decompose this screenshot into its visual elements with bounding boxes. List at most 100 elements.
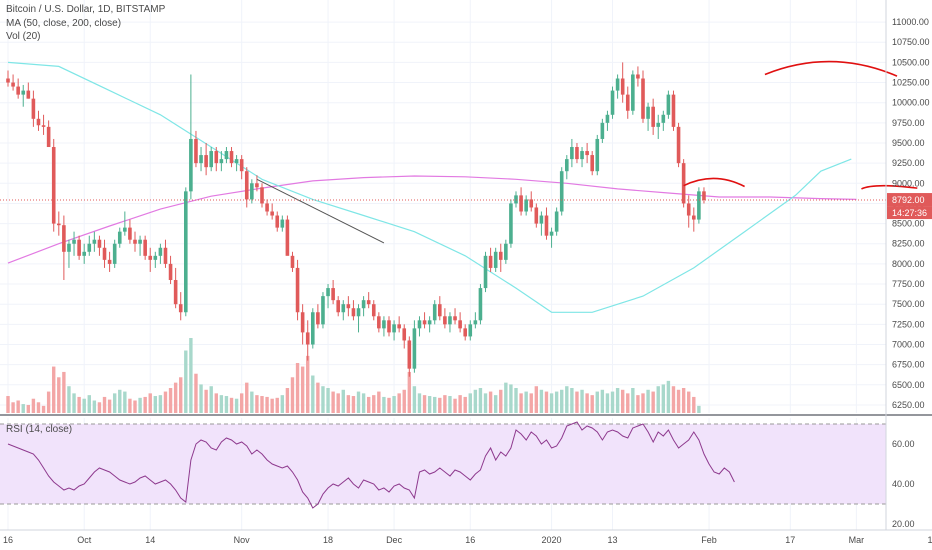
volume-bar: [219, 395, 224, 413]
annotations: [256, 60, 918, 244]
candle-body: [280, 219, 285, 228]
candle-body: [311, 312, 315, 345]
candle-body: [692, 215, 696, 220]
volume-bar: [397, 393, 401, 413]
volume-bar: [499, 389, 503, 413]
volume-bar: [422, 395, 427, 413]
ma200-line: [7, 175, 857, 264]
ma-legend[interactable]: MA (50, close, 200, close): [6, 18, 122, 29]
time-tick-label: 16: [3, 535, 13, 545]
candle-body: [351, 308, 356, 317]
candle-body: [590, 155, 594, 172]
volume-bar: [443, 395, 447, 413]
volume-bar: [16, 400, 20, 413]
ma50-line: [7, 61, 852, 313]
volume-bar: [626, 393, 630, 413]
volume-bar: [311, 375, 315, 413]
candle-body: [651, 106, 655, 127]
candle-body: [92, 239, 97, 244]
time-tick-label: 14: [145, 535, 155, 545]
volume-bar: [163, 391, 168, 413]
price-tick-label: 6500.00: [892, 380, 925, 390]
volume-bar: [87, 395, 91, 413]
volume-bar: [306, 355, 310, 413]
volume-bar: [260, 396, 264, 413]
candle-body: [260, 187, 264, 204]
candle-body: [697, 191, 701, 220]
candle-body: [605, 114, 610, 123]
volume-bar: [366, 396, 371, 413]
candle-body: [641, 78, 645, 119]
candle-body: [402, 328, 407, 341]
rsi-band: [0, 424, 886, 504]
candle-body: [417, 320, 422, 329]
candle-body: [62, 225, 66, 252]
candle-body: [549, 231, 554, 236]
volume-bar: [77, 396, 81, 413]
volume-bar: [468, 393, 472, 413]
volume-bar: [112, 393, 117, 413]
candle-body: [138, 239, 142, 244]
time-tick-label: Oct: [77, 535, 92, 545]
volume-bar: [473, 389, 478, 413]
candle-body: [123, 227, 127, 232]
candle-body: [514, 195, 518, 204]
candle-body: [534, 207, 539, 224]
volume-bar: [661, 384, 666, 413]
candle-body: [158, 247, 163, 256]
candle-body: [77, 239, 81, 256]
candle-body: [346, 304, 351, 309]
candle-body: [321, 296, 325, 325]
price-tick-label: 7250.00: [892, 319, 925, 329]
candle-body: [341, 304, 346, 313]
candle-body: [615, 78, 620, 91]
volume-bar: [214, 393, 218, 413]
candle-body: [67, 243, 71, 252]
candle-body: [661, 114, 666, 123]
candle-body: [97, 239, 102, 248]
candle-body: [519, 195, 523, 212]
candle-body: [610, 90, 615, 115]
volume-bar: [549, 393, 554, 413]
volume-bar: [346, 395, 351, 413]
volume-bar: [453, 398, 457, 413]
candle-body: [72, 239, 76, 244]
volume-bar: [570, 388, 574, 413]
candle-body: [300, 312, 305, 333]
last-price-tag: [887, 193, 932, 207]
price-tick-label: 7000.00: [892, 339, 925, 349]
volume-bar: [351, 396, 356, 413]
volume-bar: [519, 393, 523, 413]
candle-body: [31, 98, 36, 119]
ma50-series: [7, 61, 852, 313]
candle-body: [87, 243, 92, 252]
candle-body: [112, 243, 117, 264]
volume-bar: [402, 389, 406, 413]
volume-bar: [194, 373, 198, 413]
candle-body: [209, 151, 213, 168]
rsi-pane: [0, 414, 932, 509]
vol-legend[interactable]: Vol (20): [6, 31, 41, 42]
time-tick-label: 16: [465, 535, 475, 545]
volume-bar: [173, 382, 178, 413]
symbol-legend[interactable]: Bitcoin / U.S. Dollar, 1D, BITSTAMP: [6, 4, 166, 15]
candle-body: [6, 78, 10, 83]
volume-bar: [605, 393, 610, 413]
volume-bar: [31, 398, 36, 413]
volume-bar: [321, 386, 325, 413]
candle-body: [504, 243, 508, 260]
candle-body: [244, 171, 249, 200]
rsi-legend[interactable]: RSI (14, close): [6, 424, 73, 435]
volume-bar: [67, 386, 71, 413]
volume-bar: [295, 363, 300, 413]
candle-body: [21, 90, 26, 95]
volume-bar: [11, 402, 15, 413]
volume-bar: [656, 386, 660, 413]
candle-body: [117, 231, 122, 244]
price-tick-label: 9000.00: [892, 178, 925, 188]
volume-bar: [514, 388, 518, 413]
candle-body: [636, 74, 640, 79]
volume-bar: [580, 389, 584, 413]
price-tags: 8792.00 14:27:36: [887, 193, 932, 220]
